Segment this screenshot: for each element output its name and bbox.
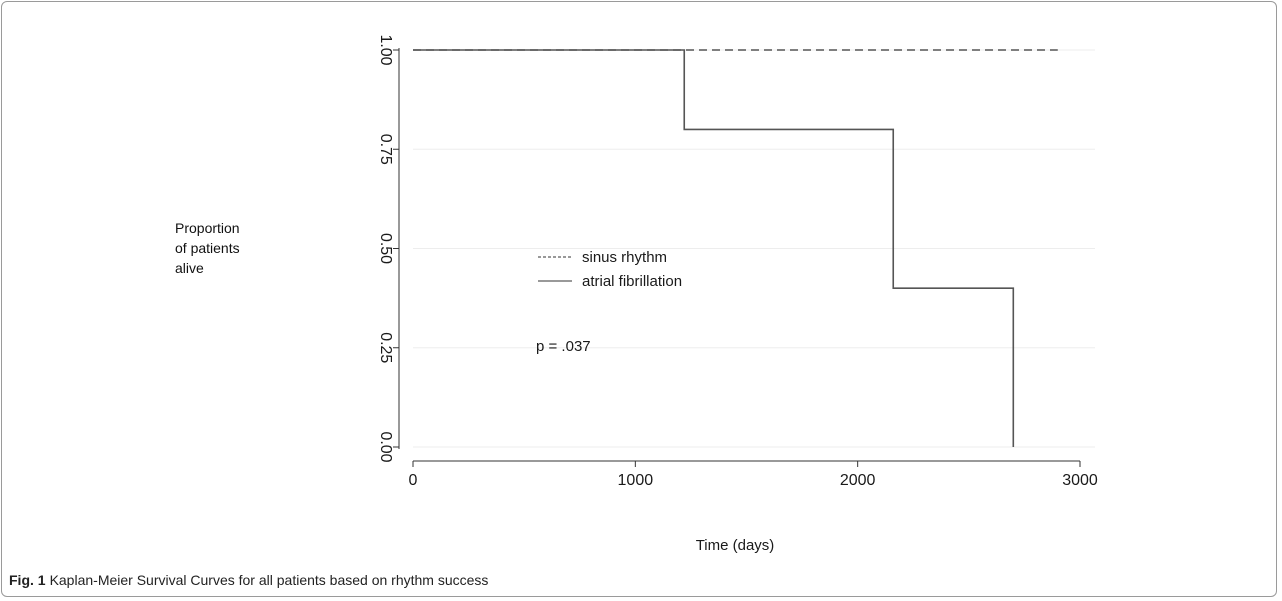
y-tick-label: 0.50: [377, 233, 394, 264]
x-axis-title: Time (days): [696, 537, 775, 554]
series-layer: [413, 49, 1058, 447]
x-tick-label: 0: [409, 472, 418, 489]
x-tick-label: 1000: [618, 472, 654, 489]
annotation-layer: p = .037: [536, 338, 591, 355]
figure-label: Fig. 1: [9, 572, 46, 588]
axes-layer: 0.00 0.25 0.50 0.75 1.00 0 1000 2000 3000: [377, 34, 1098, 489]
legend: sinus rhythm atrial fibrillation: [538, 249, 682, 290]
figure-caption: Fig. 1 Kaplan-Meier Survival Curves for a…: [9, 572, 488, 588]
grid-layer: [413, 49, 1095, 448]
x-tick-label: 2000: [840, 472, 876, 489]
figure-caption-text: Kaplan-Meier Survival Curves for all pat…: [49, 572, 489, 588]
y-tick-label: 0.00: [377, 431, 394, 462]
p-value-annotation: p = .037: [536, 338, 591, 355]
y-tick-label: 0.25: [377, 332, 394, 363]
y-axis-title-line: alive: [175, 260, 204, 276]
x-tick-label: 3000: [1062, 472, 1098, 489]
y-tick-label: 1.00: [377, 34, 394, 65]
y-axis-title-line: of patients: [175, 240, 240, 256]
y-axis-title-line: Proportion: [175, 220, 240, 236]
series-line-atrial-fibrillation: [413, 49, 1015, 447]
y-axis-title: Proportion of patients alive: [175, 218, 265, 278]
legend-label-atrial-fibrillation: atrial fibrillation: [582, 273, 682, 290]
y-tick-label: 0.75: [377, 134, 394, 165]
legend-label-sinus-rhythm: sinus rhythm: [582, 249, 667, 266]
